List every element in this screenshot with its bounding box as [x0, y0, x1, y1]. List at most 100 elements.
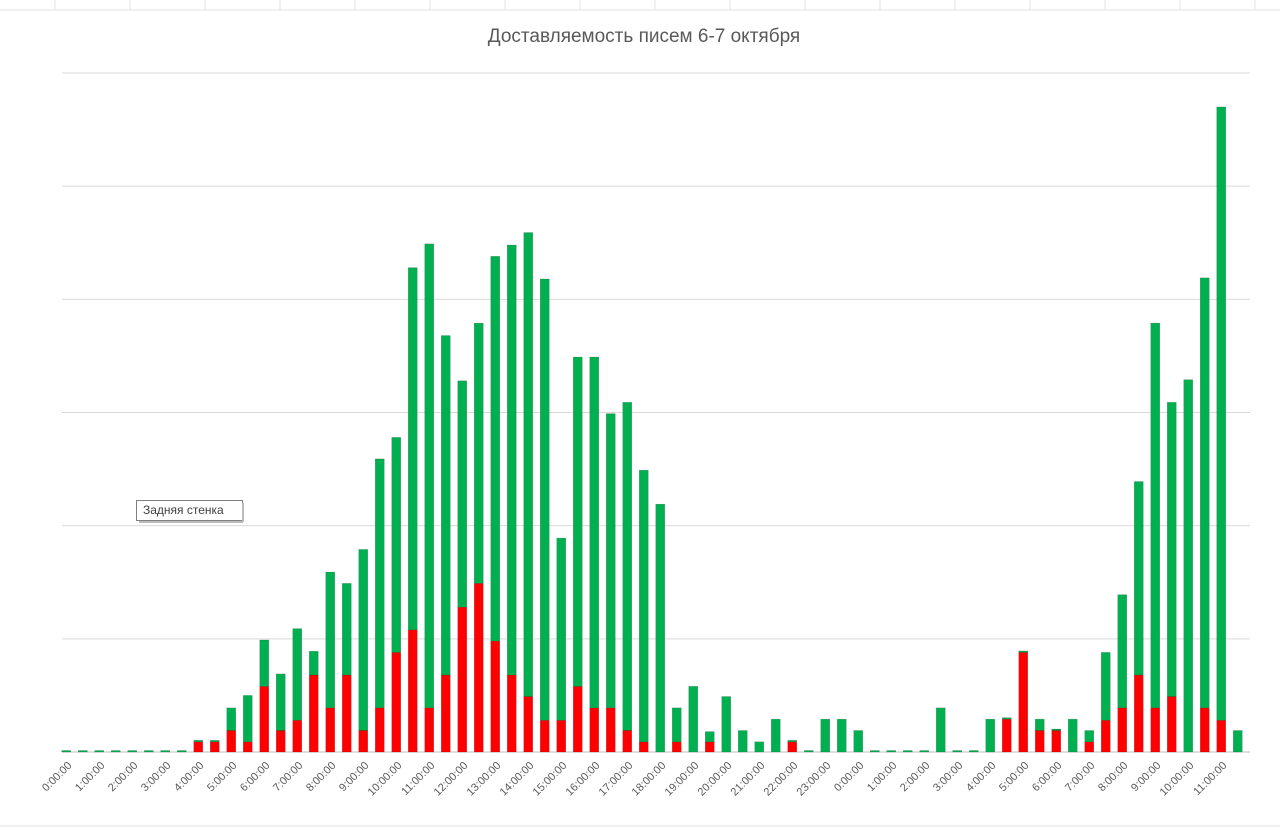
bar-segment	[490, 256, 500, 642]
bar-segment	[193, 741, 203, 753]
x-tick-label: 2:00:00	[898, 760, 932, 794]
bar-segment	[424, 243, 434, 709]
bar-segment	[738, 730, 748, 753]
bar-segment	[226, 730, 236, 753]
bar-segment	[919, 750, 929, 753]
x-tick-label: 20:00:00	[696, 760, 735, 799]
bar-segment	[787, 740, 797, 743]
x-tick-label: 8:00:00	[304, 760, 338, 794]
bar-segment	[441, 335, 451, 676]
bar-segment	[622, 402, 632, 731]
bar-segment	[441, 674, 451, 753]
bar-segment	[144, 750, 154, 753]
bar-segment	[408, 267, 418, 631]
x-tick-label: 6:00:00	[1030, 760, 1064, 794]
bar-segment	[705, 731, 715, 743]
x-tick-label: 5:00:00	[997, 760, 1031, 794]
bar-segment	[1134, 674, 1144, 753]
x-tick-label: 7:00:00	[271, 760, 305, 794]
bar-segment	[160, 750, 170, 753]
bar-segment	[457, 380, 467, 608]
x-tick-label: 0:00:00	[40, 760, 74, 794]
bar-segment	[210, 741, 220, 753]
bar-segment	[1183, 379, 1193, 753]
bar-segment	[540, 720, 550, 753]
bar-segment	[622, 730, 632, 753]
x-tick-label: 6:00:00	[238, 760, 272, 794]
tooltip: Задняя стенка	[136, 500, 244, 523]
bar-segment	[985, 718, 995, 753]
bar-segment	[309, 651, 319, 676]
bar-segment	[111, 750, 121, 753]
tooltip-text: Задняя стенка	[143, 503, 224, 517]
bar-segment	[358, 549, 368, 731]
bar-segment	[1117, 594, 1127, 709]
bar-segment	[375, 458, 385, 709]
bar-segment	[507, 674, 517, 753]
chart-title: Доставляемость писем 6-7 октября	[488, 26, 800, 47]
bar-segment	[540, 278, 550, 721]
x-tick-label: 4:00:00	[172, 760, 206, 794]
bar-segment	[1101, 720, 1111, 753]
bar-segment	[870, 750, 880, 753]
bar-segment	[969, 750, 979, 753]
bar-segment	[606, 413, 616, 709]
bar-segment	[1150, 707, 1160, 753]
bar-segment	[606, 707, 616, 753]
bar-segment	[1002, 718, 1012, 753]
bar-segment	[193, 740, 203, 743]
bar-segment	[226, 707, 236, 731]
bar-segment	[820, 718, 830, 753]
bar-segment	[1150, 322, 1160, 709]
x-tick-label: 3:00:00	[139, 760, 173, 794]
plot-area: 0:00:001:00:002:00:003:00:004:00:005:00:…	[40, 72, 1250, 799]
bar-segment	[1167, 696, 1177, 753]
bar-segment	[424, 707, 434, 753]
bar-segment	[276, 730, 286, 753]
x-tick-label: 23:00:00	[795, 760, 834, 799]
bar-segment	[754, 741, 764, 753]
x-tick-label: 13:00:00	[465, 760, 504, 799]
x-tick-label: 22:00:00	[762, 760, 801, 799]
bar-segment	[507, 244, 517, 676]
bar-segment	[292, 628, 302, 721]
bar-segment	[655, 503, 665, 753]
x-tick-label: 11:00:00	[1191, 760, 1229, 798]
x-tick-label: 1:00:00	[865, 760, 899, 794]
bar-segment	[1018, 652, 1028, 753]
x-tick-label: 8:00:00	[1096, 760, 1130, 794]
bar-segment	[474, 583, 484, 753]
bar-segment	[259, 639, 269, 687]
bar-segment	[721, 696, 731, 753]
bar-segment	[408, 629, 418, 753]
x-tick-label: 11:00:00	[399, 760, 437, 798]
bar-segment	[1002, 717, 1012, 720]
x-tick-label: 12:00:00	[432, 760, 471, 799]
bar-segment	[177, 750, 187, 753]
bar-segment	[490, 640, 500, 753]
bar-segment	[1035, 718, 1045, 731]
bar-segment	[1051, 728, 1061, 731]
x-tick-label: 19:00:00	[663, 760, 702, 799]
bar-segment	[1134, 481, 1144, 676]
bar-segment	[358, 730, 368, 753]
x-tick-label: 16:00:00	[564, 760, 603, 799]
x-tick-label: 3:00:00	[931, 760, 965, 794]
bar-segment	[787, 741, 797, 753]
bar-segment	[523, 232, 533, 697]
bar-segment	[672, 707, 682, 743]
bar-segment	[391, 437, 401, 653]
bar-segment	[837, 718, 847, 753]
bar-segment	[1084, 730, 1094, 743]
bar-segment	[127, 750, 137, 753]
bar-segment	[771, 718, 781, 753]
x-tick-label: 10:00:00	[1158, 760, 1197, 799]
bar-segment	[342, 674, 352, 753]
x-tick-label: 1:00:00	[73, 760, 107, 794]
bar-segment	[589, 356, 599, 709]
bar-segment	[705, 741, 715, 753]
bar-segment	[639, 469, 649, 743]
x-tick-label: 15:00:00	[531, 760, 570, 799]
x-tick-label: 18:00:00	[630, 760, 669, 799]
bar-segment	[1035, 730, 1045, 753]
